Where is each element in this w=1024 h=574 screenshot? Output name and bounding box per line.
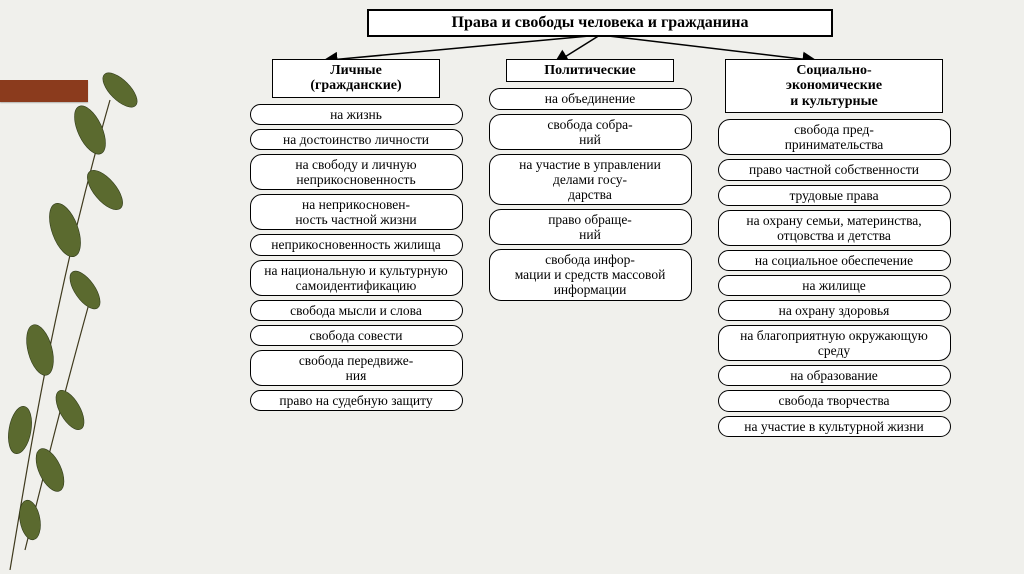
- list-item: на охрану семьи, материнства, отцовства …: [718, 210, 951, 246]
- arrow-down-icon: [832, 43, 837, 57]
- list-item: свобода мысли и слова: [250, 300, 463, 321]
- root-box: Права и свободы человека и гражданина: [367, 9, 833, 37]
- list-item: свобода совести: [250, 325, 463, 346]
- arrow-down-icon: [354, 43, 359, 57]
- list-item: свобода собра-ний: [489, 114, 692, 150]
- list-item: право обраще-ний: [489, 209, 692, 245]
- slide: Права и свободы человека и гражданина Ли…: [0, 0, 1024, 574]
- list-item: на неприкосновен-ность частной жизни: [250, 194, 463, 230]
- list-item: на жилище: [718, 275, 951, 296]
- list-item: на жизнь: [250, 104, 463, 125]
- column-header-social: Социально-экономическиеи культурные: [725, 59, 943, 113]
- columns-row: Личные(гражданские) на жизнь на достоинс…: [205, 43, 995, 441]
- column-political: Политические на объединение свобода собр…: [489, 43, 692, 305]
- list-item: на объединение: [489, 88, 692, 109]
- list-item: право на судебную защиту: [250, 390, 463, 411]
- diagram: Права и свободы человека и гражданина Ли…: [205, 9, 995, 441]
- list-item: неприкосновенность жилища: [250, 234, 463, 255]
- list-item: трудовые права: [718, 185, 951, 206]
- list-item: право частной собственности: [718, 159, 951, 180]
- list-item: на национальную и культурную самоидентиф…: [250, 260, 463, 296]
- column-header-personal: Личные(гражданские): [272, 59, 440, 98]
- list-item: на благоприятную окружающую среду: [718, 325, 951, 361]
- list-item: на достоинство личности: [250, 129, 463, 150]
- list-item: на свободу и личную неприкосновенность: [250, 154, 463, 190]
- list-item: свобода инфор-мации и средств массовой и…: [489, 249, 692, 300]
- list-item: свобода пред-принимательства: [718, 119, 951, 155]
- list-item: на участие в культурной жизни: [718, 416, 951, 437]
- list-item: на охрану здоровья: [718, 300, 951, 321]
- list-item: свобода передвиже-ния: [250, 350, 463, 386]
- plant-decoration: [0, 50, 210, 570]
- list-item: свобода творчества: [718, 390, 951, 411]
- arrow-down-icon: [588, 43, 593, 57]
- list-item: на участие в управлении делами госу-дарс…: [489, 154, 692, 205]
- column-header-political: Политические: [506, 59, 674, 82]
- accent-bar: [0, 80, 88, 102]
- list-item: на образование: [718, 365, 951, 386]
- column-personal: Личные(гражданские) на жизнь на достоинс…: [250, 43, 463, 415]
- column-social: Социально-экономическиеи культурные своб…: [718, 43, 951, 441]
- list-item: на социальное обеспечение: [718, 250, 951, 271]
